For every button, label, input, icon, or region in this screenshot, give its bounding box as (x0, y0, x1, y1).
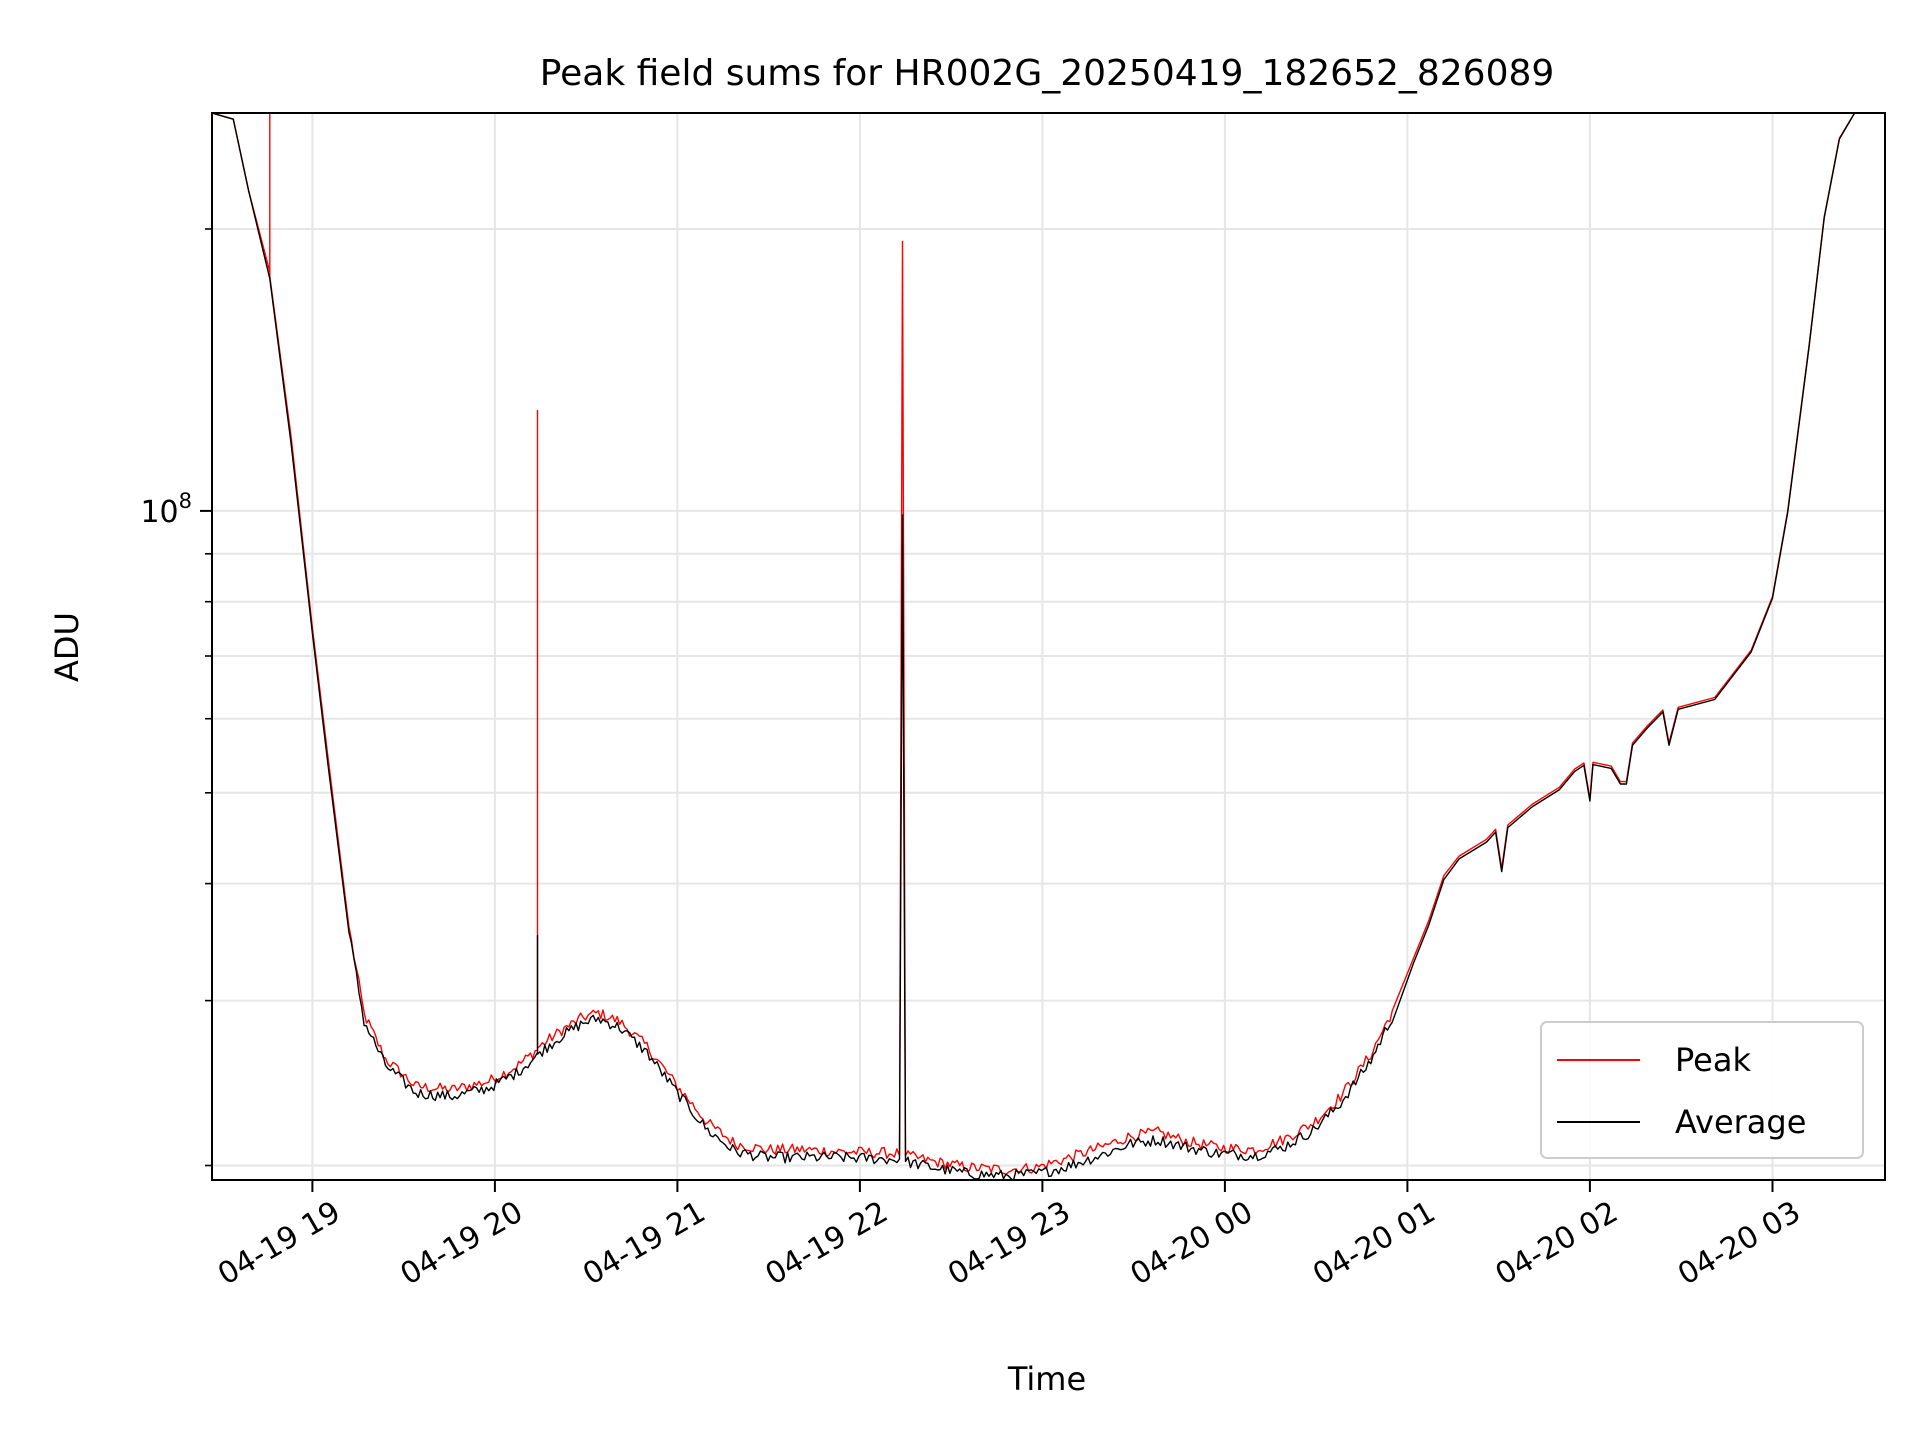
y-axis: 108 (140, 228, 212, 1167)
series-line-average (212, 113, 1885, 1180)
y-axis-label: ADU (48, 612, 86, 682)
grid (212, 113, 1885, 1180)
legend: Peak Average (1540, 1021, 1864, 1159)
plot-frame (211, 112, 1886, 1181)
y-tick-label-exponent: 8 (179, 489, 192, 513)
legend-peak-label: Peak (1675, 1041, 1751, 1079)
chart-title: Peak field sums for HR002G_20250419_1826… (540, 53, 1555, 94)
legend-box (1540, 1021, 1864, 1159)
x-axis-label: Time (1007, 1360, 1086, 1398)
series-layer (212, 113, 1885, 1180)
legend-average-label: Average (1675, 1103, 1806, 1141)
y-tick-label: 108 (140, 489, 192, 530)
y-tick-label-base: 10 (140, 495, 178, 530)
